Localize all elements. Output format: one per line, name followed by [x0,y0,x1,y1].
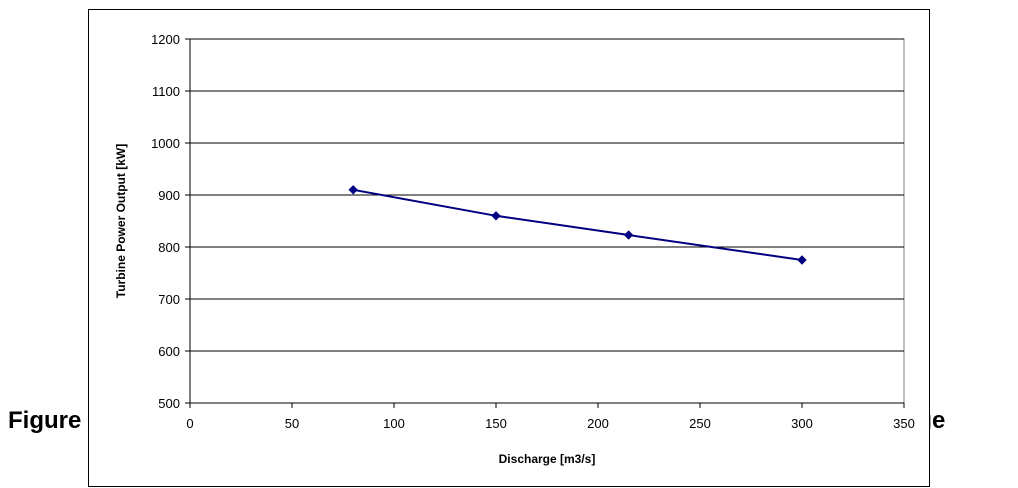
x-tick-label: 150 [485,416,507,431]
data-point-marker [623,230,634,240]
y-tick-label: 800 [158,240,180,255]
y-tick-label: 1000 [151,136,180,151]
y-tick-label: 500 [158,396,180,411]
y-tick-label: 700 [158,292,180,307]
y-tick-labels: 500 600 700 800 900 1000 1100 1200 [151,32,180,411]
series-layer [348,185,807,265]
x-tick-label: 250 [689,416,711,431]
x-tick-label: 300 [791,416,813,431]
gridlines [190,38,904,352]
y-tick-label: 900 [158,188,180,203]
series-line [353,188,803,261]
x-tick-label: 350 [893,416,915,431]
y-tick-label: 600 [158,344,180,359]
data-point-marker [348,185,358,195]
y-axis-title: Turbine Power Output [kW] [114,144,128,298]
x-tick-labels: 0 50 100 150 200 250 300 350 [186,416,914,431]
x-tick-label: 200 [587,416,609,431]
x-tick-label: 100 [383,416,405,431]
y-tick-label: 1100 [152,84,180,99]
data-point-marker [491,211,501,221]
x-tick-label: 0 [186,416,193,431]
chart-area: 500 600 700 800 900 1000 1100 1200 0 50 100 150 200… [88,9,930,487]
line-chart: 500 600 700 800 900 1000 1100 1200 0 50 100 150 200… [114,32,915,466]
x-axis-title: Discharge [m3/s] [499,452,596,466]
plot-area [189,38,905,404]
data-point-marker [797,255,807,265]
x-tick-label: 50 [285,416,299,431]
axes [185,38,905,408]
figure-caption-left: Figure [8,407,82,434]
y-tick-label: 1200 [151,32,180,47]
